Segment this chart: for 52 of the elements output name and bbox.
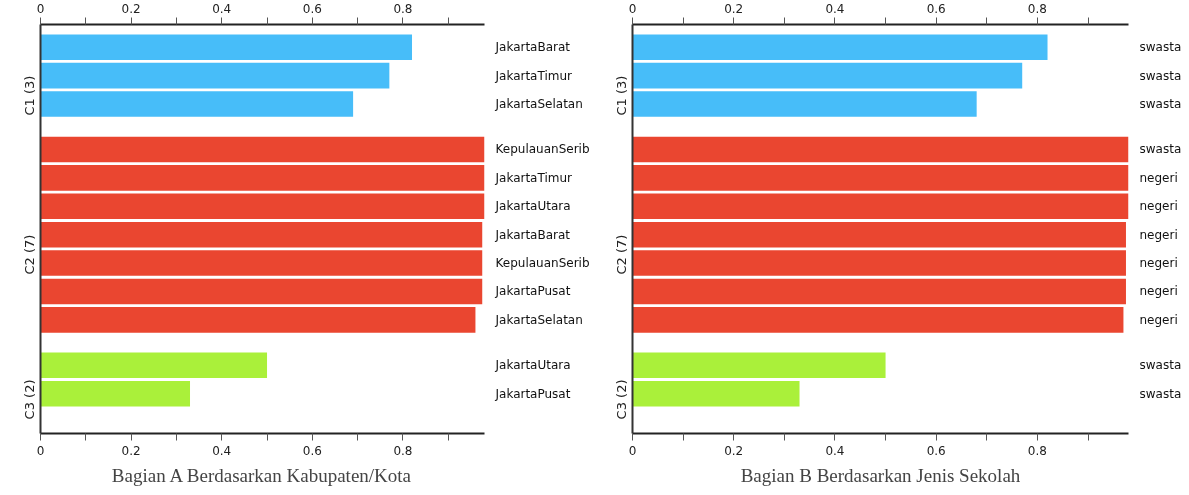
- x2-tick-label: 0.8: [1027, 443, 1047, 458]
- y-tick-label: negeri: [1139, 256, 1178, 271]
- x-tick-label: 0: [36, 1, 45, 16]
- x2-tick-label: 0: [36, 443, 45, 458]
- y-tick-label: negeri: [1139, 284, 1178, 299]
- y-tick-label: negeri: [1139, 227, 1178, 242]
- y-tick-label: KepulauanSerib: [495, 256, 590, 271]
- y-tick-label: JakartaPusat: [494, 386, 571, 401]
- x2-tick-label: 0.6: [302, 443, 322, 458]
- y-tick-label: KepulauanSerib: [495, 142, 590, 157]
- text: Bagian A Berdasarkan Kabupaten/Kota: [111, 464, 412, 486]
- y-tick-label: JakartaPusat: [494, 284, 571, 299]
- y-tick-label: swasta: [1139, 68, 1182, 83]
- y-tick-label: JakartaTimur: [494, 68, 573, 83]
- x2-tick-label: 0.4: [212, 443, 232, 458]
- text: C1 (3): [614, 75, 629, 116]
- y-tick-label: JakartaUtara: [494, 199, 571, 214]
- x-tick-label: 0.6: [926, 1, 946, 16]
- text: C2 (7): [22, 234, 37, 275]
- y-tick-label: negeri: [1139, 312, 1178, 327]
- y-tick-label: negeri: [1139, 170, 1178, 185]
- text: Bagian B Berdasarkan Jenis Sekolah: [740, 464, 1021, 486]
- x-tick-label: 0.2: [724, 1, 744, 16]
- x2-tick-label: 0.4: [825, 443, 845, 458]
- y-tick-label: swasta: [1139, 386, 1182, 401]
- y-tick-label: swasta: [1139, 142, 1182, 157]
- x-tick-label: 0.4: [825, 1, 845, 16]
- y-tick-label: JakartaUtara: [494, 358, 571, 373]
- x2-tick-label: 0: [628, 443, 637, 458]
- x-tick-label: 0.8: [1027, 1, 1047, 16]
- x-tick-label: 0.4: [212, 1, 232, 16]
- x2-tick-label: 0.8: [393, 443, 413, 458]
- x-tick-label: 0: [628, 1, 637, 16]
- y-tick-label: JakartaBarat: [494, 40, 571, 55]
- text: C3 (2): [22, 379, 37, 420]
- x2-tick-label: 0.6: [926, 443, 946, 458]
- x2-tick-label: 0.2: [121, 443, 141, 458]
- text: C2 (7): [614, 234, 629, 275]
- y-tick-label: negeri: [1139, 199, 1178, 214]
- y-tick-label: JakartaBarat: [494, 227, 571, 242]
- x2-tick-label: 0.2: [724, 443, 744, 458]
- text: C1 (3): [22, 75, 37, 116]
- text: C3 (2): [614, 379, 629, 420]
- y-tick-label: swasta: [1139, 40, 1182, 55]
- x-tick-label: 0.2: [121, 1, 141, 16]
- y-tick-label: swasta: [1139, 358, 1182, 373]
- y-tick-label: JakartaTimur: [494, 170, 573, 185]
- x-tick-label: 0.6: [302, 1, 322, 16]
- x-tick-label: 0.8: [393, 1, 413, 16]
- y-tick-label: swasta: [1139, 97, 1182, 112]
- y-tick-label: JakartaSelatan: [494, 312, 583, 327]
- y-tick-label: JakartaSelatan: [494, 97, 583, 112]
